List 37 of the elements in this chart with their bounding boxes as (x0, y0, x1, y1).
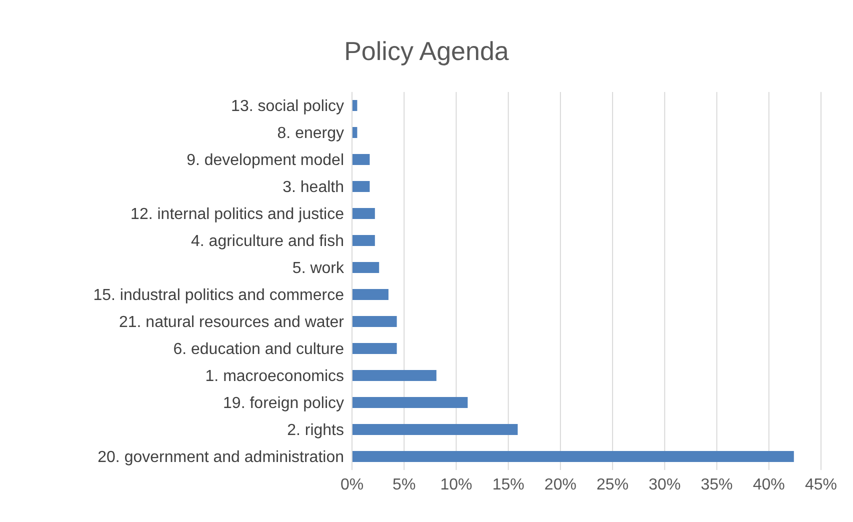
x-tick-label: 35% (700, 476, 733, 494)
y-tick-label: 4. agriculture and fish (191, 233, 344, 250)
y-tick-label: 9. development model (186, 152, 344, 170)
x-tick-label: 10% (440, 476, 472, 494)
x-tick-label: 5% (392, 476, 416, 494)
y-tick-label: 2. rights (287, 422, 344, 440)
y-tick-label: 1. macroeconomics (205, 368, 344, 386)
x-tick-label: 40% (752, 476, 785, 494)
bar (352, 370, 436, 381)
y-tick-label: 13. social policy (231, 98, 344, 116)
bar (352, 262, 380, 273)
bar (352, 154, 370, 165)
x-tick-label: 30% (648, 476, 681, 494)
chart-title: Policy Agenda (343, 35, 510, 68)
bar (352, 289, 388, 300)
x-tick-label: 0% (340, 476, 364, 494)
bar (352, 181, 370, 192)
y-tick-label: 21. natural resources and water (118, 314, 345, 332)
bar (352, 397, 468, 408)
x-tick-label: 20% (544, 476, 576, 494)
y-tick-label: 6. education and culture (173, 341, 344, 358)
y-tick-label: 19. foreign policy (223, 395, 344, 412)
y-tick-label: 20. government and administration (98, 449, 344, 466)
bar (352, 316, 397, 327)
y-tick-label: 8. energy (277, 125, 344, 142)
y-tick-label: 5. work (292, 260, 345, 278)
x-tick-label: 45% (804, 476, 838, 494)
x-tick-label: 25% (596, 476, 629, 494)
bar (352, 343, 397, 354)
x-tick-label: 15% (492, 476, 524, 494)
bar (352, 424, 518, 435)
bar (352, 235, 375, 246)
bar (352, 208, 375, 219)
y-tick-label: 15. industral politics and commerce (93, 287, 344, 304)
bar (352, 451, 794, 462)
y-tick-label: 3. health (282, 179, 344, 196)
y-tick-label: 12. internal politics and justice (130, 206, 344, 224)
